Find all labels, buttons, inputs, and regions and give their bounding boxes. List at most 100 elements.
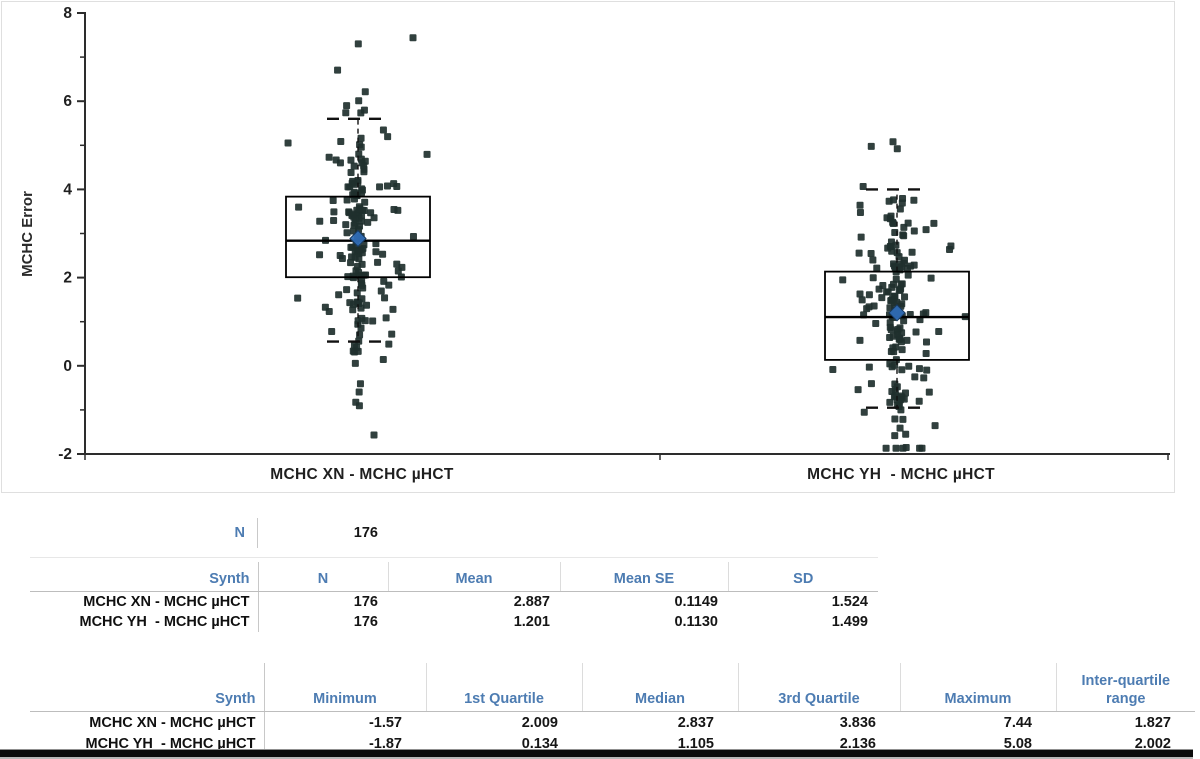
- cell-3rd-quartile: 2.136: [839, 735, 876, 752]
- scatter-point: [889, 332, 897, 340]
- scatter-point: [409, 232, 417, 240]
- quantiles-table: Synth Minimum 1st Quartile Median 3rd Qu…: [30, 663, 1195, 754]
- scatter-point: [886, 398, 894, 406]
- scatter-point: [867, 380, 875, 388]
- y-tick-label: 0: [63, 358, 72, 375]
- scatter-point: [381, 294, 389, 302]
- scatter-point: [344, 183, 352, 191]
- scatter-point: [342, 109, 350, 117]
- row-label: MCHC XN - MCHC µHCT: [30, 711, 265, 733]
- scatter-point: [342, 221, 350, 229]
- cell-mean-se: 0.1130: [674, 614, 718, 630]
- scatter-point: [351, 359, 359, 367]
- scatter-point: [897, 280, 905, 288]
- cell-iqr: 1.827: [1134, 714, 1171, 731]
- scatter-point: [865, 303, 873, 311]
- scatter-point: [878, 294, 886, 302]
- n-summary-value: 176: [353, 525, 378, 541]
- scatter-point: [859, 183, 867, 191]
- scatter-point: [390, 206, 398, 214]
- scatter-point: [911, 373, 919, 381]
- y-axis: 8 6 4 2 0 -2 MCHC Error: [19, 5, 86, 463]
- scatter-points: [284, 34, 431, 439]
- row-label: MCHC YH - MCHC µHCT: [30, 733, 265, 754]
- scatter-point: [357, 134, 365, 142]
- scatter-point: [891, 415, 899, 423]
- scatter-point: [354, 40, 362, 48]
- scatter-point: [356, 380, 364, 388]
- scatter-point: [356, 222, 364, 230]
- column-header-maximum: Maximum: [899, 663, 1056, 712]
- scatter-point: [360, 162, 368, 170]
- scatter-point: [916, 444, 924, 452]
- scatter-point: [869, 256, 877, 264]
- cell-sd: 1.524: [831, 594, 868, 610]
- y-tick-label: -2: [58, 446, 72, 463]
- column-header-synth: Synth: [30, 562, 259, 592]
- scatter-point: [358, 281, 366, 289]
- scatter-point: [904, 271, 912, 279]
- scatter-point: [295, 203, 303, 211]
- scatter-point: [372, 240, 380, 248]
- scatter-point: [370, 214, 378, 222]
- scatter-point: [903, 336, 911, 344]
- column-header-median: Median: [581, 663, 738, 712]
- scatter-point: [356, 331, 364, 339]
- table-row: MCHC YH - MCHC µHCT 176 1.201 0.1130 1.4…: [30, 612, 878, 632]
- scatter-point: [905, 362, 913, 370]
- scatter-point: [385, 340, 393, 348]
- scatter-point: [923, 366, 931, 374]
- scatter-point: [896, 324, 904, 332]
- scatter-points: [829, 138, 969, 452]
- column-header-mean: Mean: [387, 562, 560, 592]
- x-axis: [84, 453, 1170, 460]
- scatter-point: [343, 229, 351, 237]
- scatter-point: [343, 286, 351, 294]
- scatter-point: [902, 430, 910, 438]
- scatter-point: [356, 205, 364, 213]
- scatter-point: [931, 422, 939, 430]
- scatter-point: [901, 389, 909, 397]
- column-header-3rd-quartile: 3rd Quartile: [737, 663, 900, 712]
- group-0: MCHC XN - MCHC µHCT: [270, 34, 454, 483]
- scatter-point: [355, 150, 363, 158]
- scatter-point: [393, 182, 401, 190]
- scatter-point: [346, 299, 354, 307]
- moments-header-row: Synth N Mean Mean SE SD: [30, 562, 878, 592]
- scatter-point: [856, 208, 864, 216]
- scatter-point: [858, 296, 866, 304]
- scatter-point: [350, 341, 358, 349]
- scatter-point: [860, 408, 868, 416]
- scatter-point: [353, 298, 361, 306]
- scatter-point: [358, 186, 366, 194]
- scatter-point: [349, 306, 357, 314]
- scatter-point: [409, 34, 417, 42]
- scatter-point: [935, 328, 943, 336]
- scatter-point: [839, 276, 847, 284]
- plot-panel-border: [1, 1, 1175, 493]
- scatter-point: [888, 283, 896, 291]
- scatter-point: [889, 138, 897, 146]
- scatter-point: [350, 221, 358, 229]
- scatter-point: [369, 317, 377, 325]
- cell-maximum: 7.44: [1003, 714, 1032, 731]
- scatter-point: [364, 218, 372, 226]
- mean-diamond: [888, 304, 906, 322]
- scatter-point: [389, 305, 397, 313]
- scatter-point: [887, 348, 895, 356]
- scatter-point: [922, 350, 930, 358]
- y-tick-label: 2: [63, 270, 72, 287]
- scatter-point: [357, 304, 365, 312]
- n-summary-table: N 176: [30, 517, 410, 549]
- scatter-point: [915, 365, 923, 373]
- cell-maximum: 5.08: [1003, 735, 1032, 752]
- table-row: MCHC YH - MCHC µHCT -1.87 0.134 1.105 2.…: [30, 733, 1195, 754]
- table-top-rule: [30, 557, 878, 558]
- cell-n: 176: [353, 594, 378, 610]
- scatter-point: [329, 196, 337, 204]
- y-tick-label: 6: [63, 93, 72, 110]
- scatter-point: [892, 444, 900, 452]
- y-tick-label: 4: [63, 181, 72, 198]
- scatter-point: [865, 291, 873, 299]
- scatter-point: [379, 126, 387, 134]
